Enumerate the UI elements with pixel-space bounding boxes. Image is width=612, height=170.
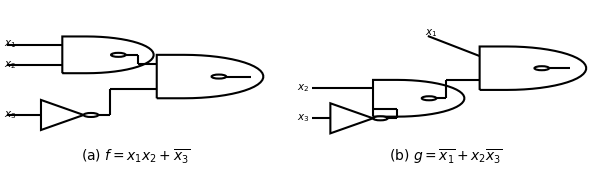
PathPatch shape [157, 55, 263, 98]
Text: $x_1$: $x_1$ [425, 28, 437, 39]
PathPatch shape [373, 80, 465, 117]
Circle shape [212, 75, 226, 79]
PathPatch shape [62, 37, 154, 73]
Text: $x_3$: $x_3$ [4, 109, 17, 121]
Text: $x_2$: $x_2$ [4, 59, 17, 71]
Circle shape [373, 116, 387, 120]
PathPatch shape [330, 103, 373, 133]
Text: (b) $g = \overline{x_1} + x_2\overline{x_3}$: (b) $g = \overline{x_1} + x_2\overline{x… [389, 148, 503, 166]
Circle shape [111, 53, 125, 57]
Text: $x_3$: $x_3$ [297, 112, 309, 124]
PathPatch shape [480, 46, 586, 90]
Circle shape [422, 96, 436, 100]
Text: (a) $f = x_1x_2 + \overline{x_3}$: (a) $f = x_1x_2 + \overline{x_3}$ [81, 147, 190, 166]
PathPatch shape [41, 100, 84, 130]
Circle shape [84, 113, 99, 117]
Text: $x_2$: $x_2$ [297, 82, 309, 94]
Text: $x_1$: $x_1$ [4, 39, 17, 50]
Circle shape [534, 66, 549, 70]
